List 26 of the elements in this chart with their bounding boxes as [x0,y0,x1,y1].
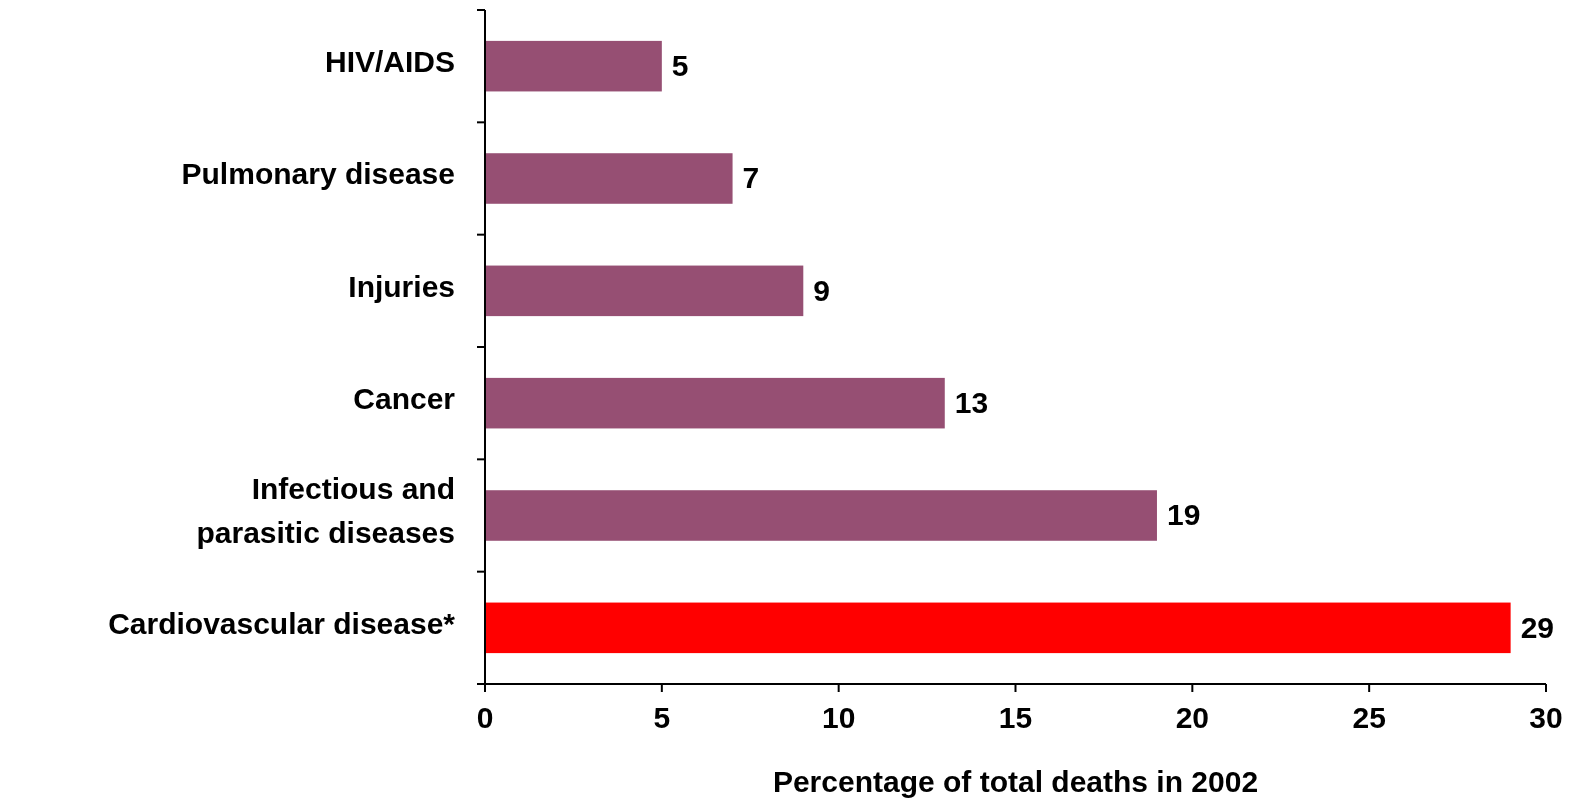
data-label: 5 [671,49,689,83]
bar [485,377,945,429]
bar [485,153,733,204]
bar [485,265,804,317]
y-tick-label: Injuries [348,269,455,303]
x-tick-label: 5 [653,701,671,734]
x-tick-label: 0 [476,701,494,734]
x-tick-label: 10 [821,701,856,734]
x-tick-label: 15 [998,701,1033,734]
data-label: 7 [742,161,760,195]
x-tick-label: 30 [1529,701,1563,734]
bar [485,602,1511,654]
x-axis-title: Percentage of total deaths in 2002 [772,765,1259,798]
bar [485,490,1157,541]
y-tick-label: Cancer [353,382,456,416]
data-label: 29 [1520,610,1555,644]
y-tick-label: Pulmonary disease [181,157,455,191]
x-tick-label: 20 [1175,701,1210,734]
y-tick-label: HIV/AIDS [324,45,455,79]
bar [485,40,662,92]
data-label: 19 [1166,498,1201,532]
data-label: 9 [813,273,830,307]
y-tick-label: Infectious and parasitic diseases [196,472,455,550]
data-label: 13 [954,386,989,420]
y-tick-label: Cardiovascular disease* [108,606,456,640]
x-tick-label: 25 [1352,701,1386,734]
